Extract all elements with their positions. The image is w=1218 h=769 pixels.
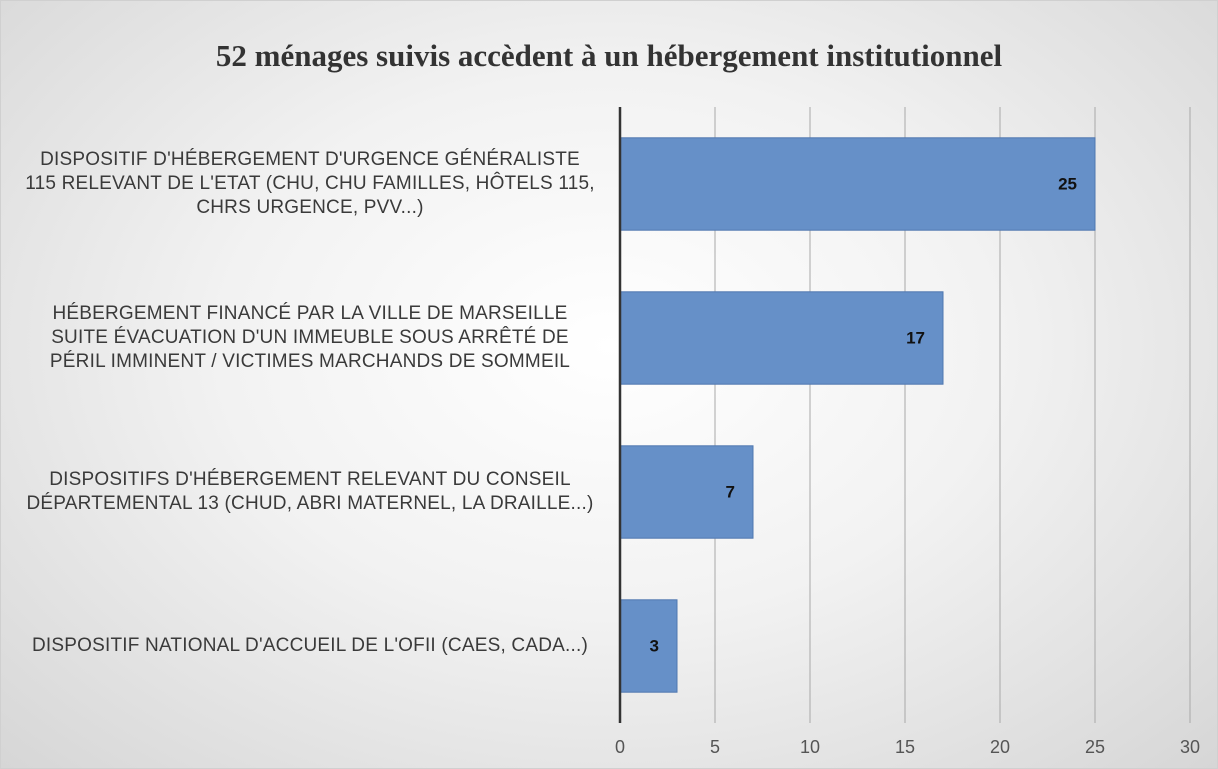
x-tick-label: 0 (615, 737, 625, 757)
bar (619, 599, 678, 693)
y-tick-label: HÉBERGEMENT FINANCÉ PAR LA VILLE DE MARS… (49, 303, 571, 372)
data-label: 17 (906, 328, 925, 347)
y-tick-label: DISPOSITIFS D'HÉBERGEMENT RELEVANT DU CO… (26, 469, 594, 514)
y-tick-label: DISPOSITIF D'HÉBERGEMENT D'URGENCE GÉNÉR… (25, 149, 595, 218)
data-label: 3 (650, 636, 659, 655)
chart-title: 52 ménages suivis accèdent à un hébergem… (215, 38, 1003, 73)
x-tick-label: 25 (1085, 737, 1105, 757)
x-tick-label: 30 (1180, 737, 1200, 757)
bar (619, 291, 944, 385)
x-tick-label: 20 (990, 737, 1010, 757)
x-tick-label: 15 (895, 737, 915, 757)
data-label: 25 (1058, 174, 1077, 193)
bar (619, 137, 1096, 231)
x-tick-label: 5 (710, 737, 720, 757)
y-tick-label: DISPOSITIF NATIONAL D'ACCUEIL DE L'OFII … (32, 635, 588, 656)
data-label: 7 (726, 482, 735, 501)
bar (619, 445, 754, 539)
x-tick-label: 10 (800, 737, 820, 757)
